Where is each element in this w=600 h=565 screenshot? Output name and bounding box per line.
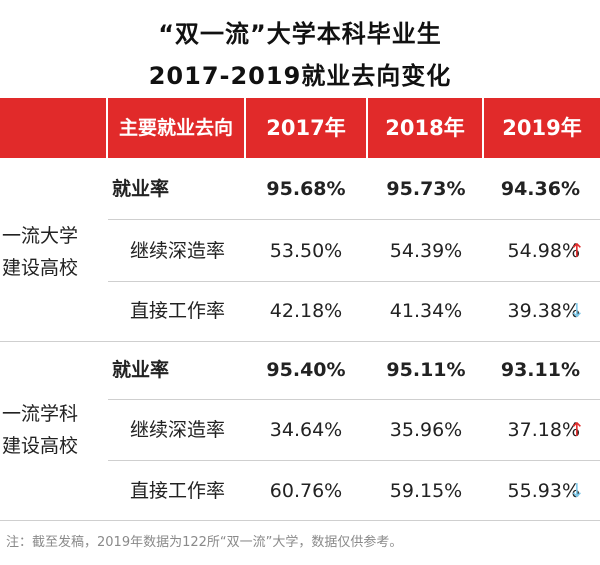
- row-divider: [108, 281, 600, 282]
- row-label: 直接工作率: [130, 480, 226, 502]
- group-label-line1: 一流大学: [2, 225, 79, 247]
- row-label: 直接工作率: [130, 300, 226, 322]
- value-2018: 95.73%: [386, 178, 466, 200]
- row-label: 继续深造率: [130, 419, 226, 441]
- row-divider: [108, 460, 600, 461]
- group-divider: [0, 341, 600, 342]
- page-title-line1: “双一流”大学本科毕业生: [158, 20, 442, 48]
- row-label: 就业率: [112, 359, 170, 381]
- value-2017: 34.64%: [269, 419, 343, 441]
- row-divider: [108, 219, 600, 220]
- group-label-line1: 一流学科: [2, 403, 79, 425]
- row-label: 就业率: [112, 178, 170, 200]
- group-label-line2: 建设高校: [2, 435, 79, 457]
- row-label: 继续深造率: [130, 240, 226, 262]
- page-title-line2: 2017-2019就业去向变化: [148, 62, 452, 90]
- table-bottom-border: [0, 520, 600, 521]
- value-2018: 41.34%: [389, 300, 463, 322]
- header-label: 主要就业去向: [118, 117, 233, 139]
- value-2017: 95.40%: [266, 359, 346, 381]
- footnote: 注：截至发稿，2019年数据为122所“双一流”大学，数据仅供参考。: [6, 535, 403, 550]
- value-2017: 53.50%: [269, 240, 343, 262]
- group-label-1: 一流大学 建设高校: [2, 220, 102, 284]
- table-header: 主要就业去向 2017年 2018年 2019年: [0, 98, 600, 158]
- value-2018: 54.39%: [389, 240, 463, 262]
- row-divider: [108, 399, 600, 400]
- trend-down-icon: ↓: [569, 300, 585, 322]
- value-2018: 95.11%: [386, 359, 466, 381]
- value-2018: 59.15%: [389, 480, 463, 502]
- group-label-2: 一流学科 建设高校: [2, 398, 102, 462]
- header-divider: [482, 98, 484, 158]
- value-2017: 60.76%: [269, 480, 343, 502]
- value-2017: 42.18%: [269, 300, 343, 322]
- value-2019: 54.98%: [507, 240, 580, 262]
- value-2019: 94.36%: [500, 178, 580, 200]
- group-label-line2: 建设高校: [2, 257, 79, 279]
- value-2019: 37.18%: [507, 419, 580, 441]
- header-divider: [366, 98, 368, 158]
- header-2019: 2019年: [502, 116, 582, 140]
- value-2018: 35.96%: [389, 419, 463, 441]
- header-2018: 2018年: [385, 116, 465, 140]
- trend-up-icon: ↑: [569, 419, 585, 441]
- value-2019: 93.11%: [500, 359, 580, 381]
- header-divider: [244, 98, 246, 158]
- value-2019: 55.93%: [507, 480, 580, 502]
- header-divider: [106, 98, 108, 158]
- value-2017: 95.68%: [266, 178, 346, 200]
- header-2017: 2017年: [266, 116, 346, 140]
- trend-down-icon: ↓: [569, 480, 585, 502]
- trend-up-icon: ↑: [569, 240, 585, 262]
- value-2019: 39.38%: [507, 300, 580, 322]
